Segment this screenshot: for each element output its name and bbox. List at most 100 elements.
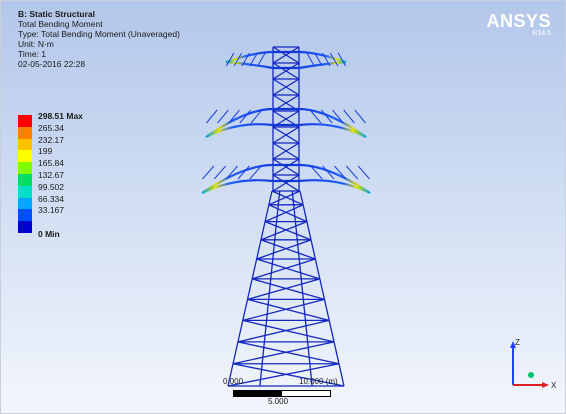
legend-swatch — [18, 150, 32, 163]
cross-arm-brace — [309, 109, 322, 124]
cross-arm-brace — [337, 52, 347, 67]
ansys-logo: ANSYS R14.5 — [486, 11, 551, 37]
tower-brace — [242, 319, 335, 343]
cross-arm-brace — [213, 165, 227, 180]
tower-leg — [299, 190, 345, 387]
y-axis-dot — [528, 372, 534, 378]
tower-inner-member — [274, 221, 278, 240]
tower-brace — [256, 239, 312, 260]
tower-inner-member — [294, 221, 298, 240]
tower-inner-member — [261, 341, 266, 364]
cross-arm-brace — [225, 52, 235, 67]
tower-brace — [232, 363, 345, 387]
tower-inner-member — [306, 341, 311, 364]
legend-swatch — [18, 138, 32, 151]
result-type: Type: Total Bending Moment (Unaveraged) — [18, 29, 180, 39]
tower-inner-member — [275, 204, 279, 222]
scale-middle-label: 5.000 — [268, 397, 289, 406]
result-name: Total Bending Moment — [18, 19, 103, 29]
tower-inner-member — [293, 204, 297, 222]
cross-arm — [205, 107, 367, 138]
mast-brace — [272, 158, 300, 176]
tower-inner-member — [302, 299, 307, 321]
x-axis-label: X — [551, 381, 557, 390]
mast-brace — [272, 126, 300, 144]
axis-triad[interactable]: Z X — [501, 335, 561, 400]
cross-arm-brace — [334, 165, 347, 180]
mast-brace — [272, 142, 300, 160]
cross-arm-brace — [329, 52, 339, 67]
cross-arm-brace — [257, 52, 266, 67]
tower-inner-member — [277, 190, 281, 205]
tower-brace — [237, 341, 340, 365]
cross-arm-brace — [343, 109, 355, 124]
tower-inner-member — [291, 190, 295, 205]
cross-arm-brace — [310, 165, 323, 180]
tower-brace — [264, 204, 304, 223]
analysis-title: B: Static Structural — [18, 9, 95, 19]
legend-level-label: 33.167 — [38, 205, 64, 216]
legend-swatch — [18, 197, 32, 210]
tower-brace — [268, 204, 308, 223]
cross-arm-brace — [233, 52, 243, 67]
tower-brace — [242, 298, 325, 322]
mast-brace — [272, 46, 300, 64]
cross-arm-brace — [345, 165, 359, 180]
tower-inner-member — [304, 320, 309, 342]
tower-inner-member — [298, 258, 302, 279]
cross-arm-brace — [225, 165, 238, 180]
tower-brace — [227, 363, 340, 387]
result-time: Time: 1 — [18, 49, 47, 59]
result-date: 02-05-2016 22:28 — [18, 59, 86, 69]
mast-brace — [272, 78, 300, 96]
cross-arm-brace — [202, 165, 215, 180]
tower-brace — [256, 258, 321, 280]
scale-bar-graphic — [233, 390, 331, 397]
tower-brace — [237, 319, 330, 343]
cross-arm-brace — [249, 52, 258, 67]
mast-brace — [272, 174, 300, 192]
legend-level-label: 165.84 — [38, 158, 64, 169]
tower-brace — [260, 221, 308, 241]
cross-arm-brace — [332, 109, 344, 124]
cross-arm-brace — [241, 52, 250, 67]
legend-level-label: 265.34 — [38, 122, 64, 133]
legend-swatch — [18, 126, 32, 139]
legend-level-label: 232.17 — [38, 134, 64, 145]
cross-arm-brace — [239, 109, 252, 124]
legend-min-label: 0 Min — [38, 228, 60, 239]
tower-brace — [251, 258, 316, 280]
legend-swatch — [18, 209, 32, 222]
logo-name: ANSYS — [486, 11, 551, 31]
tower-inner-member — [259, 363, 263, 387]
cross-arm-brace — [249, 165, 262, 180]
cross-arm-brace — [250, 109, 263, 124]
result-info: B: Static Structural Total Bending Momen… — [18, 9, 180, 69]
tower-brace — [232, 341, 335, 365]
legend-swatch — [18, 221, 32, 233]
legend-swatch — [18, 173, 32, 186]
legend-swatch — [18, 162, 32, 174]
tower-inner-member — [265, 299, 270, 321]
legend-swatch — [18, 115, 32, 127]
tower-brace — [247, 298, 330, 322]
logo-version: R14.5 — [532, 30, 551, 37]
mast-brace — [272, 62, 300, 80]
tower-brace — [264, 221, 312, 241]
tower-brace — [251, 278, 325, 300]
tower-inner-member — [296, 239, 300, 260]
legend-level-label: 199 — [38, 146, 53, 157]
legend-level-label: 132.67 — [38, 169, 64, 180]
scale-right-label: 10.000 (m) — [299, 377, 338, 386]
cross-arm-brace — [357, 165, 370, 180]
z-axis-label: Z — [515, 338, 520, 347]
tower-inner-member — [272, 239, 276, 260]
cross-arm — [225, 50, 347, 70]
tower-leg — [227, 190, 273, 387]
legend-level-label: 66.334 — [38, 193, 64, 204]
cross-arm-brace — [320, 109, 333, 124]
cross-arm-brace — [322, 52, 331, 67]
cross-arm-brace — [228, 109, 240, 124]
